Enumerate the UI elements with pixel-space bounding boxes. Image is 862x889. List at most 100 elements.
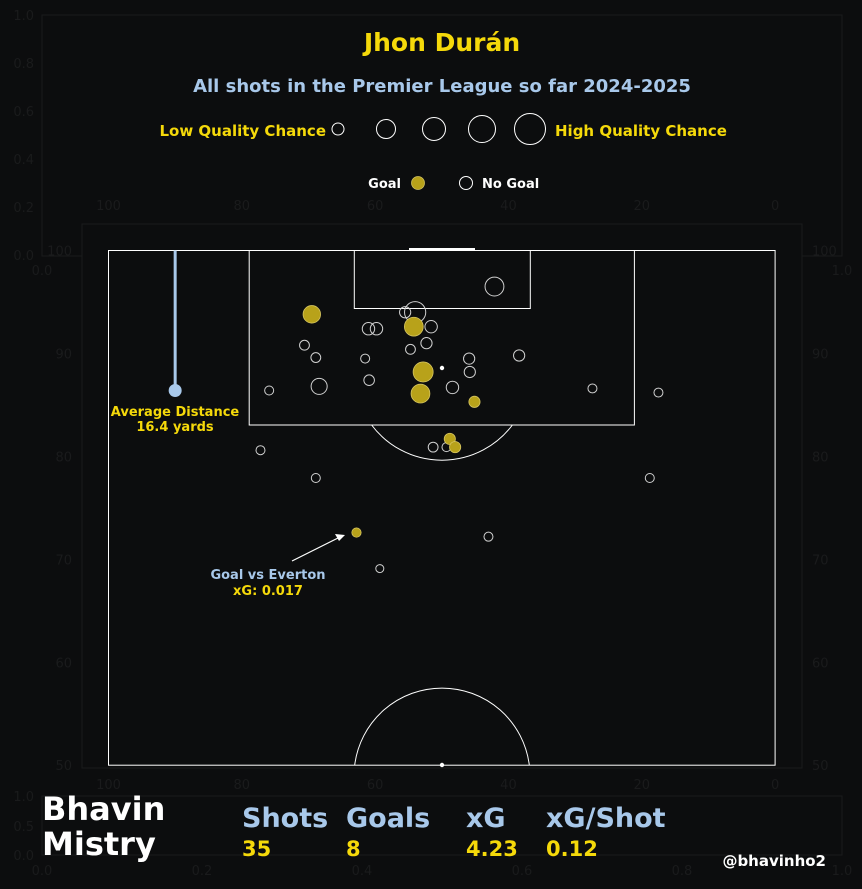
header-y-tick: 0.6 xyxy=(13,105,34,120)
shot-goal-marker xyxy=(410,383,431,404)
shot-goal-marker xyxy=(412,361,434,383)
shot-no-goal-marker xyxy=(420,337,433,350)
footer-y-tick: 1.0 xyxy=(13,790,34,805)
pitch-y-tick-right: 90 xyxy=(812,347,829,362)
annotation-arrow-line xyxy=(291,536,341,562)
shot-no-goal-marker xyxy=(369,322,384,336)
pitch-x-tick-bottom: 20 xyxy=(634,778,651,793)
size-legend-high-label: High Quality Chance xyxy=(555,122,727,140)
pitch-x-tick-bottom: 100 xyxy=(96,778,121,793)
header-y-tick: 0.2 xyxy=(13,201,34,216)
pitch-x-tick-top: 60 xyxy=(367,199,384,214)
header-y-tick: 0.0 xyxy=(13,249,34,264)
pitch-y-tick-left: 100 xyxy=(47,245,72,260)
pitch-frame xyxy=(81,223,803,769)
stat-label-goals: Goals xyxy=(346,803,430,834)
shot-no-goal-marker xyxy=(255,445,266,456)
pitch-x-tick-top: 80 xyxy=(234,199,251,214)
shot-no-goal-marker xyxy=(310,352,322,363)
stat-value-shots: 35 xyxy=(242,837,271,861)
size-legend: Low Quality Chance High Quality Chance xyxy=(159,113,727,145)
header-frame: 0.0 0.2 0.4 0.6 0.8 1.0 0.0 1.0 xyxy=(13,9,852,279)
size-legend-circle xyxy=(514,113,546,145)
average-distance-value: 16.4 yards xyxy=(136,420,214,435)
shot-no-goal-marker xyxy=(299,339,310,351)
goal-legend-label: Goal xyxy=(368,177,401,192)
header-y-tick: 0.4 xyxy=(13,153,34,168)
pitch-x-tick-top: 20 xyxy=(634,199,651,214)
shot-no-goal-marker xyxy=(405,343,416,355)
shot-markers xyxy=(255,276,664,574)
footer-x-tick: 1.0 xyxy=(832,864,853,879)
size-legend-circle xyxy=(422,117,446,141)
size-legend-circle xyxy=(376,119,396,139)
shot-no-goal-marker xyxy=(399,306,412,319)
stat-label-xg-per-shot: xG/Shot xyxy=(546,803,666,834)
pitch-ticks: 100 100 80 80 60 60 40 40 20 20 0 0 50 50 60 60 70 70 80 80… xyxy=(47,199,837,793)
goal-legend-marker xyxy=(411,176,425,190)
footer-x-tick: 0.8 xyxy=(672,864,693,879)
shot-goal-marker xyxy=(468,395,481,408)
footer-y-tick: 0.0 xyxy=(13,849,34,864)
header-y-tick: 0.8 xyxy=(13,57,34,72)
average-distance-label: Average Distance xyxy=(111,405,240,420)
shot-goal-marker xyxy=(403,316,424,337)
footer-x-tick: 0.6 xyxy=(512,864,533,879)
shot-no-goal-marker xyxy=(463,365,476,379)
chart-subtitle: All shots in the Premier League so far 2… xyxy=(193,76,691,97)
footer-x-tick: 0.0 xyxy=(32,864,53,879)
pitch-y-tick-right: 80 xyxy=(812,450,829,465)
pitch-x-tick-top: 40 xyxy=(500,199,517,214)
no-goal-legend-label: No Goal xyxy=(482,177,539,192)
footer-x-tick: 0.2 xyxy=(192,864,213,879)
outcome-legend: Goal No Goal xyxy=(368,176,539,192)
author-name-first: Bhavin xyxy=(42,790,165,828)
shot-goal-marker xyxy=(351,527,362,538)
no-goal-legend-marker xyxy=(459,176,473,190)
footer-x-tick: 0.4 xyxy=(352,864,373,879)
goal-annotation: Goal vs Everton xG: 0.017 xyxy=(210,534,345,599)
shot-no-goal-marker xyxy=(424,319,438,334)
pitch-y-tick-right: 100 xyxy=(812,245,837,260)
stat-label-xg: xG xyxy=(466,803,506,834)
stat-value-goals: 8 xyxy=(346,837,361,861)
pitch-x-tick-bottom: 40 xyxy=(500,778,517,793)
average-distance: Average Distance 16.4 yards xyxy=(111,250,240,435)
shot-no-goal-marker xyxy=(360,353,371,364)
shot-no-goal-marker xyxy=(264,385,275,396)
stat-value-xg: 4.23 xyxy=(466,837,518,861)
penalty-arc xyxy=(371,424,513,461)
header-y-tick: 1.0 xyxy=(13,9,34,24)
author-name-last: Mistry xyxy=(42,825,156,863)
shot-goal-marker xyxy=(449,441,462,454)
chart-title: Jhon Durán xyxy=(362,28,520,57)
centre-circle xyxy=(354,687,530,766)
pitch-y-tick-left: 80 xyxy=(55,450,72,465)
shot-no-goal-marker xyxy=(310,473,321,483)
pitch-x-tick-top: 0 xyxy=(771,199,779,214)
author-handle: @bhavinho2 xyxy=(722,852,826,870)
pitch-y-tick-right: 70 xyxy=(812,553,829,568)
pitch-y-tick-right: 50 xyxy=(812,759,829,774)
shot-no-goal-marker xyxy=(427,441,439,453)
shot-no-goal-marker xyxy=(361,322,376,336)
stat-label-shots: Shots xyxy=(242,803,328,834)
shot-goal-marker xyxy=(302,305,321,324)
shot-no-goal-marker xyxy=(587,383,598,394)
average-distance-marker xyxy=(168,383,182,397)
shot-no-goal-marker xyxy=(484,276,505,297)
shot-no-goal-marker xyxy=(483,531,494,542)
shot-no-goal-marker xyxy=(653,387,664,398)
shot-no-goal-marker xyxy=(375,564,385,574)
penalty-spot xyxy=(439,365,445,371)
size-legend-circle xyxy=(331,122,345,136)
pitch-y-tick-left: 60 xyxy=(55,656,72,671)
annotation-arrowhead xyxy=(335,534,345,541)
shot-no-goal-marker xyxy=(513,349,526,362)
pitch-x-tick-bottom: 60 xyxy=(367,778,384,793)
goal-annotation-label: Goal vs Everton xyxy=(210,568,325,583)
size-legend-low-label: Low Quality Chance xyxy=(159,122,326,140)
centre-spot xyxy=(439,762,445,768)
pitch-y-tick-left: 50 xyxy=(55,759,72,774)
